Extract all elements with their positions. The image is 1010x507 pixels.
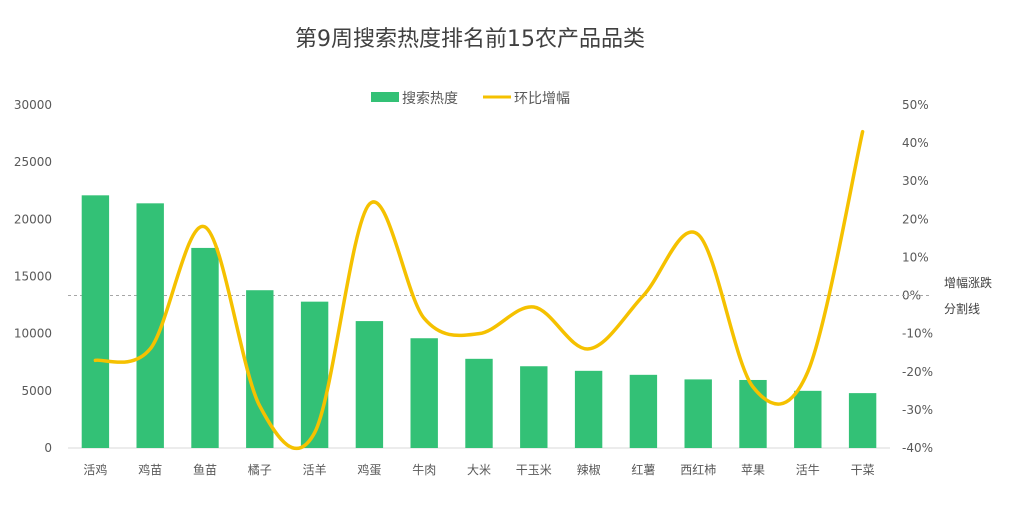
right-axis-tick: 10%: [902, 250, 929, 264]
legend-swatch-bar: [371, 92, 399, 102]
bar: [136, 203, 164, 448]
left-axis-tick: 25000: [14, 155, 52, 169]
category-label: 鸡苗: [138, 462, 162, 477]
right-axis-tick: -30%: [902, 403, 933, 417]
left-axis: 0 5000 10000 15000 20000 25000 30000: [14, 98, 52, 455]
category-axis: 活鸡 鸡苗 鱼苗 橘子 活羊 鸡蛋 牛肉 大米 干玉米 辣椒 红薯 西红柿 苹果 活牛 干菜: [83, 462, 874, 477]
chart-title: 第9周搜索热度排名前15农产品品类: [295, 27, 645, 52]
category-label: 干玉米: [516, 463, 552, 477]
right-axis-tick: 0%: [902, 289, 921, 303]
category-label: 橘子: [248, 462, 272, 477]
right-axis: -40% -30% -20% -10% 0% 10% 20% 30% 40% 50%: [902, 98, 933, 455]
legend-label-line: 环比增幅: [514, 91, 570, 107]
bar: [410, 338, 438, 448]
category-label: 辣椒: [577, 463, 601, 477]
category-label: 活鸡: [83, 462, 107, 477]
left-axis-tick: 10000: [14, 327, 52, 341]
right-axis-tick: 30%: [902, 174, 929, 188]
category-label: 活牛: [796, 462, 820, 477]
bar: [81, 195, 110, 448]
category-label: 大米: [467, 463, 491, 477]
bar: [465, 358, 493, 448]
bar: [574, 370, 603, 448]
bar: [794, 390, 822, 448]
category-label: 鱼苗: [193, 463, 217, 477]
bar-series: [81, 195, 877, 448]
right-axis-tick: 20%: [902, 212, 929, 226]
bar: [684, 379, 712, 448]
right-axis-tick: -10%: [902, 327, 933, 341]
category-label: 干菜: [851, 463, 875, 477]
zero-line-annotation-1: 增幅涨跌: [944, 275, 992, 290]
left-axis-tick: 30000: [14, 98, 52, 112]
left-axis-tick: 20000: [14, 212, 52, 226]
zero-line-annotation-2: 分割线: [944, 301, 980, 316]
left-axis-tick: 5000: [21, 384, 52, 398]
bar: [739, 379, 767, 448]
category-label: 牛肉: [412, 462, 436, 477]
category-label: 活羊: [303, 462, 327, 477]
bar: [355, 321, 384, 448]
right-axis-tick: -40%: [902, 441, 933, 455]
bar: [848, 393, 877, 448]
left-axis-tick: 15000: [14, 270, 52, 284]
bar: [300, 301, 329, 448]
bar: [520, 366, 548, 448]
left-axis-tick: 0: [44, 441, 52, 455]
trend-line: [93, 129, 865, 451]
right-axis-tick: 50%: [902, 98, 929, 112]
category-label: 西红柿: [680, 462, 716, 477]
bar: [629, 374, 658, 448]
category-label: 苹果: [741, 463, 765, 477]
right-axis-tick: -20%: [902, 365, 933, 379]
right-axis-tick: 40%: [902, 136, 929, 150]
legend-label-bar: 搜索热度: [402, 90, 458, 107]
category-label: 鸡蛋: [357, 462, 381, 477]
bar: [191, 247, 219, 448]
legend: 搜索热度 环比增幅: [371, 90, 570, 107]
category-label: 红薯: [631, 462, 655, 477]
